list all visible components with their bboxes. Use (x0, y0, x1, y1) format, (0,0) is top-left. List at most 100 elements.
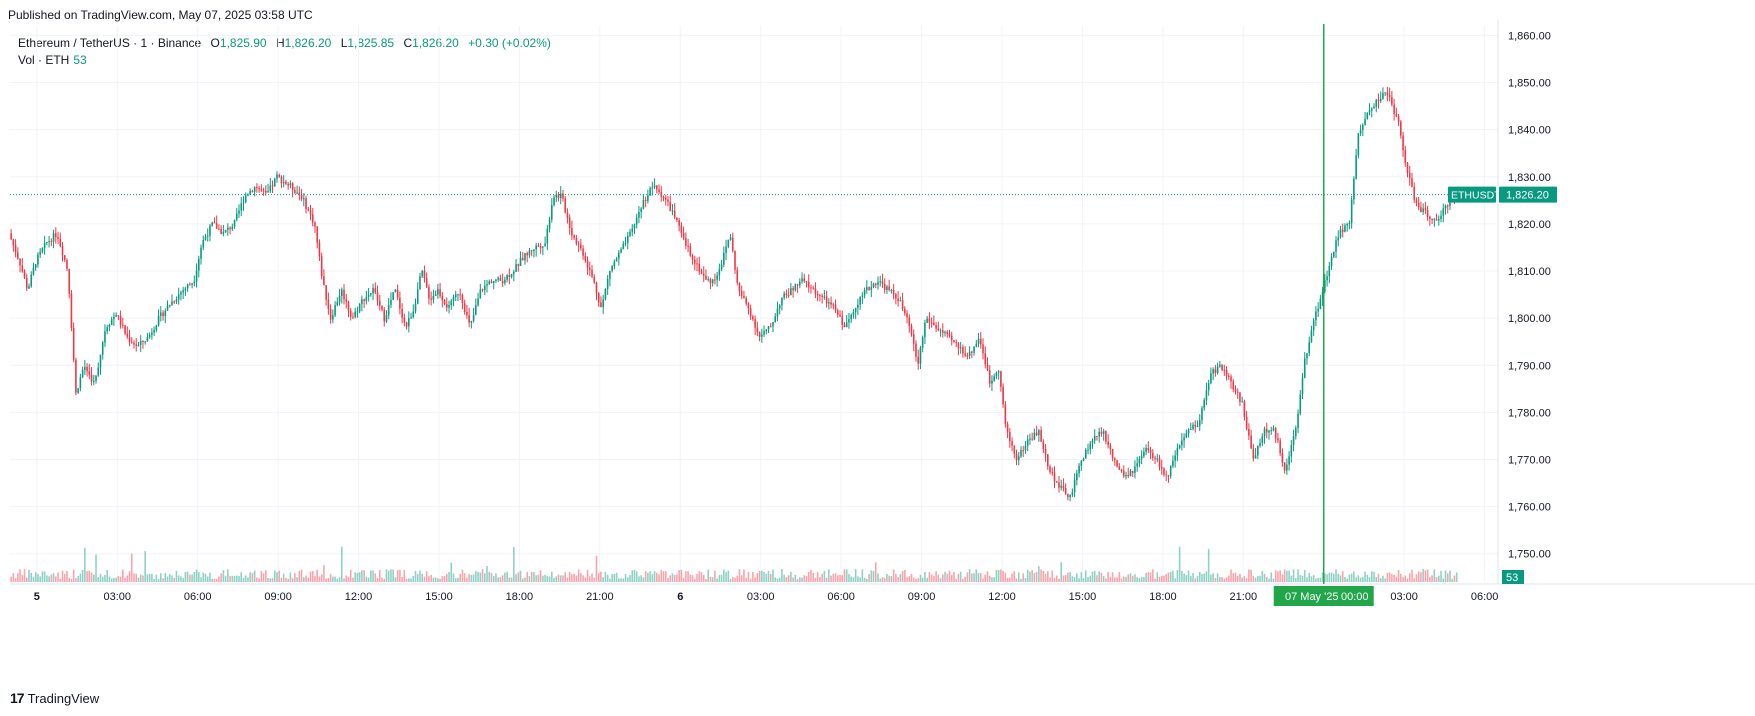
candle-body (492, 280, 495, 284)
candle-body (1185, 433, 1188, 438)
candle-body (130, 341, 133, 343)
volume-bar (182, 577, 184, 582)
volume-bar (1143, 577, 1145, 582)
volume-bar (506, 571, 508, 582)
candle-body (46, 241, 48, 243)
volume-bar (805, 576, 808, 582)
candle-body (819, 295, 821, 297)
volume-bar (300, 569, 303, 582)
volume-bar (1444, 570, 1447, 582)
volume-bar (1223, 578, 1226, 582)
volume-bar (935, 571, 937, 582)
volume-bar (171, 575, 173, 582)
volume-bar (1136, 577, 1138, 582)
candle-body (582, 248, 584, 256)
candle-body (115, 315, 117, 317)
candle-body (1442, 208, 1445, 216)
candle-body (986, 364, 989, 370)
volume-label[interactable]: Vol · ETH (18, 53, 70, 67)
volume-bar (396, 570, 399, 582)
candle-body (845, 322, 848, 328)
candle-body (488, 281, 491, 285)
candle-body (1301, 377, 1304, 395)
volume-bar (1091, 571, 1094, 582)
volume-bar (311, 571, 314, 582)
candle-body (19, 258, 21, 266)
candle-body (157, 315, 160, 326)
volume-bar (609, 578, 611, 582)
candle-body (191, 283, 193, 285)
candle-body (915, 343, 917, 357)
candle-body (242, 202, 245, 204)
price-tick-label: 1,780.00 (1508, 407, 1551, 419)
candle-body (318, 242, 321, 257)
volume-bar (358, 572, 361, 582)
candle-body (1225, 369, 1228, 376)
volume-bar (510, 577, 513, 582)
volume-bar (872, 570, 875, 582)
volume-bar (173, 577, 176, 582)
volume-bar (888, 575, 890, 582)
symbol-title[interactable]: Ethereum / TetherUS · 1 · Binance (18, 36, 202, 50)
price-tick-label: 1,760.00 (1508, 502, 1551, 514)
candle-body (562, 193, 564, 199)
volume-bar (443, 575, 446, 582)
time-tick-label: 21:00 (1230, 591, 1258, 603)
candle-body (1169, 466, 1172, 477)
volume-bar (899, 574, 902, 582)
volume-bar (1122, 576, 1125, 582)
candle-body (475, 305, 477, 315)
volume-bar (606, 574, 609, 582)
volume-bar (1198, 571, 1201, 582)
candle-body (850, 314, 852, 320)
candle-body (50, 241, 53, 243)
candle-body (135, 344, 138, 346)
candle-body (289, 183, 292, 186)
candle-body (358, 304, 361, 312)
candle-body (260, 189, 263, 191)
volume-bar (1319, 577, 1322, 582)
candle-body (883, 284, 886, 290)
candle-body (1181, 440, 1183, 446)
candle-body (1198, 420, 1201, 426)
volume-bar (814, 577, 817, 582)
candle-body (640, 208, 642, 212)
volume-bar (1000, 569, 1002, 582)
volume-bar (765, 573, 768, 582)
volume-bar (801, 577, 803, 582)
candle-body (63, 255, 66, 261)
volume-bar (1181, 570, 1183, 582)
candle-body (807, 281, 810, 288)
volume-bar (1022, 573, 1025, 582)
time-tick-label: 15:00 (1069, 591, 1097, 603)
candle-body (34, 264, 37, 268)
candle-body (731, 237, 734, 251)
time-tick-label: 12:00 (988, 591, 1016, 603)
volume-bar (1303, 570, 1306, 582)
volume-bar (709, 576, 712, 582)
candle-body (803, 278, 806, 282)
volume-bar (698, 571, 701, 582)
price-tick-label: 1,820.00 (1508, 219, 1551, 231)
candle-body (437, 289, 439, 295)
volume-bar (459, 574, 461, 582)
candle-body (1194, 424, 1197, 427)
volume-bar (37, 574, 39, 582)
candle-body (1080, 460, 1083, 466)
volume-bar (323, 565, 325, 582)
volume-bar (124, 577, 126, 582)
volume-bar (280, 577, 283, 582)
volume-bar (1049, 577, 1051, 582)
candle-body (1391, 97, 1393, 105)
volume-bar (1111, 572, 1114, 582)
volume-bar (758, 570, 761, 582)
volume-bar (953, 571, 955, 582)
candle-body (1214, 369, 1217, 374)
volume-bar (1212, 573, 1214, 582)
candle-body (86, 366, 88, 372)
candle-body (1290, 445, 1293, 457)
volume-bar (77, 575, 79, 582)
candle-body (982, 344, 984, 354)
candle-body (1058, 482, 1060, 488)
